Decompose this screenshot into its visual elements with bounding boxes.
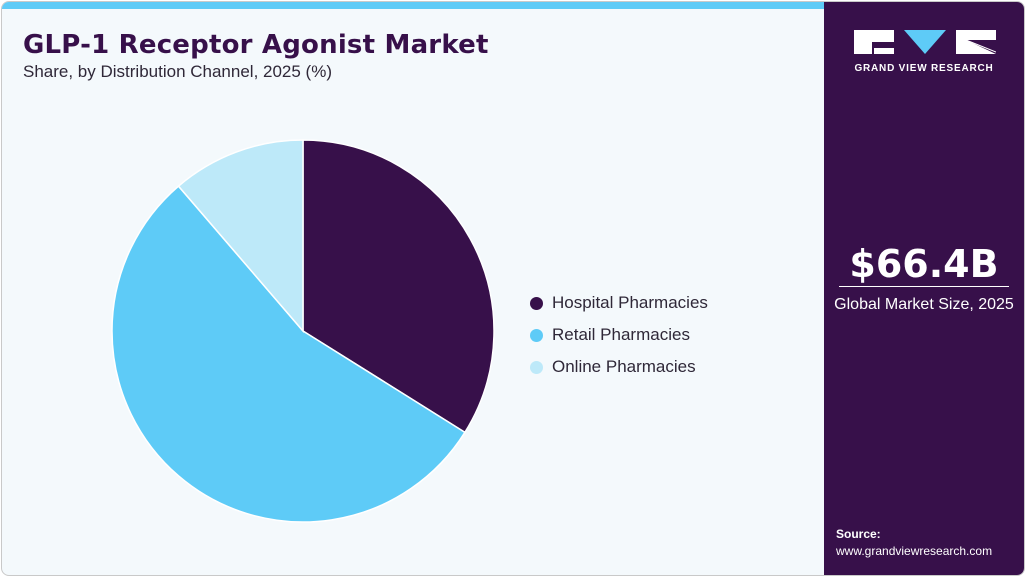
legend: Hospital Pharmacies Retail Pharmacies On… bbox=[530, 287, 708, 383]
pie-chart bbox=[111, 139, 495, 523]
legend-label: Online Pharmacies bbox=[552, 357, 696, 376]
pie-slice-retail-pharmacies bbox=[111, 185, 466, 523]
pie-slice-hospital-pharmacies bbox=[302, 139, 495, 434]
accent-bar bbox=[2, 2, 824, 9]
info-sidebar: GRAND VIEW RESEARCH $66.4B Global Market… bbox=[824, 2, 1024, 575]
legend-item-retail: Retail Pharmacies bbox=[530, 319, 708, 351]
source-url[interactable]: www.grandviewresearch.com bbox=[836, 544, 993, 558]
market-value: $66.4B bbox=[849, 242, 999, 286]
source-title: Source: bbox=[836, 527, 881, 541]
pie-slice-online-pharmacies bbox=[177, 139, 304, 334]
chart-subtitle: Share, by Distribution Channel, 2025 (%) bbox=[23, 62, 332, 81]
legend-dot-icon bbox=[530, 328, 543, 342]
chart-panel: GLP-1 Receptor Agonist Market Share, by … bbox=[2, 2, 824, 575]
legend-label: Hospital Pharmacies bbox=[552, 293, 708, 312]
legend-item-hospital: Hospital Pharmacies bbox=[530, 287, 708, 319]
market-value-label: Global Market Size, 2025 bbox=[834, 296, 1014, 313]
legend-dot-icon bbox=[530, 296, 543, 310]
legend-label: Retail Pharmacies bbox=[552, 325, 690, 344]
legend-dot-icon bbox=[530, 360, 543, 374]
chart-title: GLP-1 Receptor Agonist Market bbox=[23, 30, 489, 60]
gvr-logo-icon bbox=[854, 30, 996, 54]
legend-item-online: Online Pharmacies bbox=[530, 351, 708, 383]
brand-name: GRAND VIEW RESEARCH bbox=[854, 63, 994, 74]
divider bbox=[839, 286, 1009, 287]
